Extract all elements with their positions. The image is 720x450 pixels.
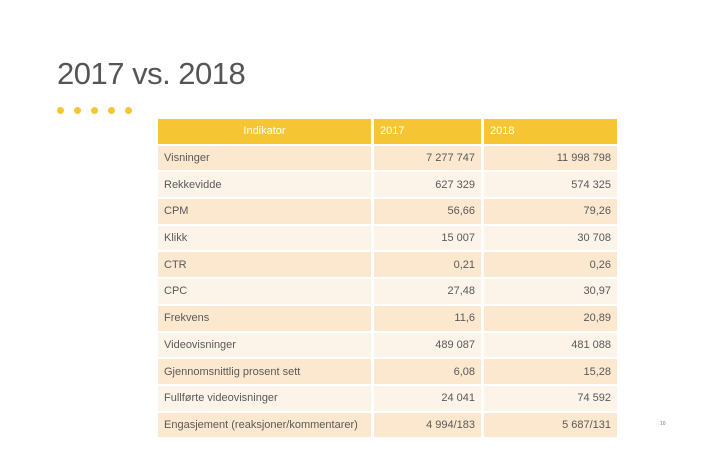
table-row: Fullførte videovisninger 24 041 74 592 [158,385,617,411]
value-2017-cell: 15 007 [374,225,484,251]
value-2017-cell: 489 087 [374,332,484,358]
table-row: Engasjement (reaksjoner/kommentarer) 4 9… [158,412,617,438]
value-2018-cell: 5 687/131 [484,412,617,438]
indicator-cell: CTR [158,252,374,278]
value-2017-cell: 7 277 747 [374,145,484,171]
value-2017-cell: 27,48 [374,279,484,304]
dot-icon [125,107,132,114]
indicator-cell: CPC [158,279,374,304]
slide-title: 2017 vs. 2018 [57,56,246,91]
value-2018-cell: 79,26 [484,199,617,224]
indicator-cell: Visninger [158,145,374,171]
table-row: Gjennomsnittlig prosent sett 6,08 15,28 [158,359,617,384]
value-2017-cell: 56,66 [374,199,484,224]
value-2018-cell: 0,26 [484,252,617,278]
table-row: Rekkevidde 627 329 574 325 [158,172,617,198]
value-2018-cell: 15,28 [484,359,617,384]
value-2017-cell: 24 041 [374,385,484,411]
comparison-table: Indikator 2017 2018 Visninger 7 277 747 … [158,117,617,439]
table-row: Klikk 15 007 30 708 [158,225,617,251]
decorative-dots [57,107,132,114]
table-row: Videovisninger 489 087 481 088 [158,332,617,358]
indicator-cell: Videovisninger [158,332,374,358]
value-2017-cell: 4 994/183 [374,412,484,438]
value-2017-cell: 11,6 [374,305,484,331]
indicator-cell: Rekkevidde [158,172,374,198]
table-row: CPC 27,48 30,97 [158,279,617,304]
table-row: CPM 56,66 79,26 [158,199,617,224]
dot-icon [108,107,115,114]
indicator-cell: Gjennomsnittlig prosent sett [158,359,374,384]
value-2018-cell: 30,97 [484,279,617,304]
indicator-cell: Frekvens [158,305,374,331]
page-number: 10 [660,421,666,427]
value-2017-cell: 0,21 [374,252,484,278]
indicator-cell: Fullførte videovisninger [158,385,374,411]
column-header-2018: 2018 [484,119,617,144]
value-2018-cell: 74 592 [484,385,617,411]
dot-icon [57,107,64,114]
indicator-cell: CPM [158,199,374,224]
value-2018-cell: 574 325 [484,172,617,198]
value-2017-cell: 627 329 [374,172,484,198]
dot-icon [74,107,81,114]
indicator-cell: Klikk [158,225,374,251]
value-2018-cell: 20,89 [484,305,617,331]
table-header-row: Indikator 2017 2018 [158,119,617,144]
value-2018-cell: 30 708 [484,225,617,251]
value-2017-cell: 6,08 [374,359,484,384]
value-2018-cell: 481 088 [484,332,617,358]
indicator-cell: Engasjement (reaksjoner/kommentarer) [158,412,374,438]
column-header-indicator: Indikator [158,119,374,144]
column-header-2017: 2017 [374,119,484,144]
table-row: CTR 0,21 0,26 [158,252,617,278]
table-row: Frekvens 11,6 20,89 [158,305,617,331]
dot-icon [91,107,98,114]
table-row: Visninger 7 277 747 11 998 798 [158,145,617,171]
value-2018-cell: 11 998 798 [484,145,617,171]
